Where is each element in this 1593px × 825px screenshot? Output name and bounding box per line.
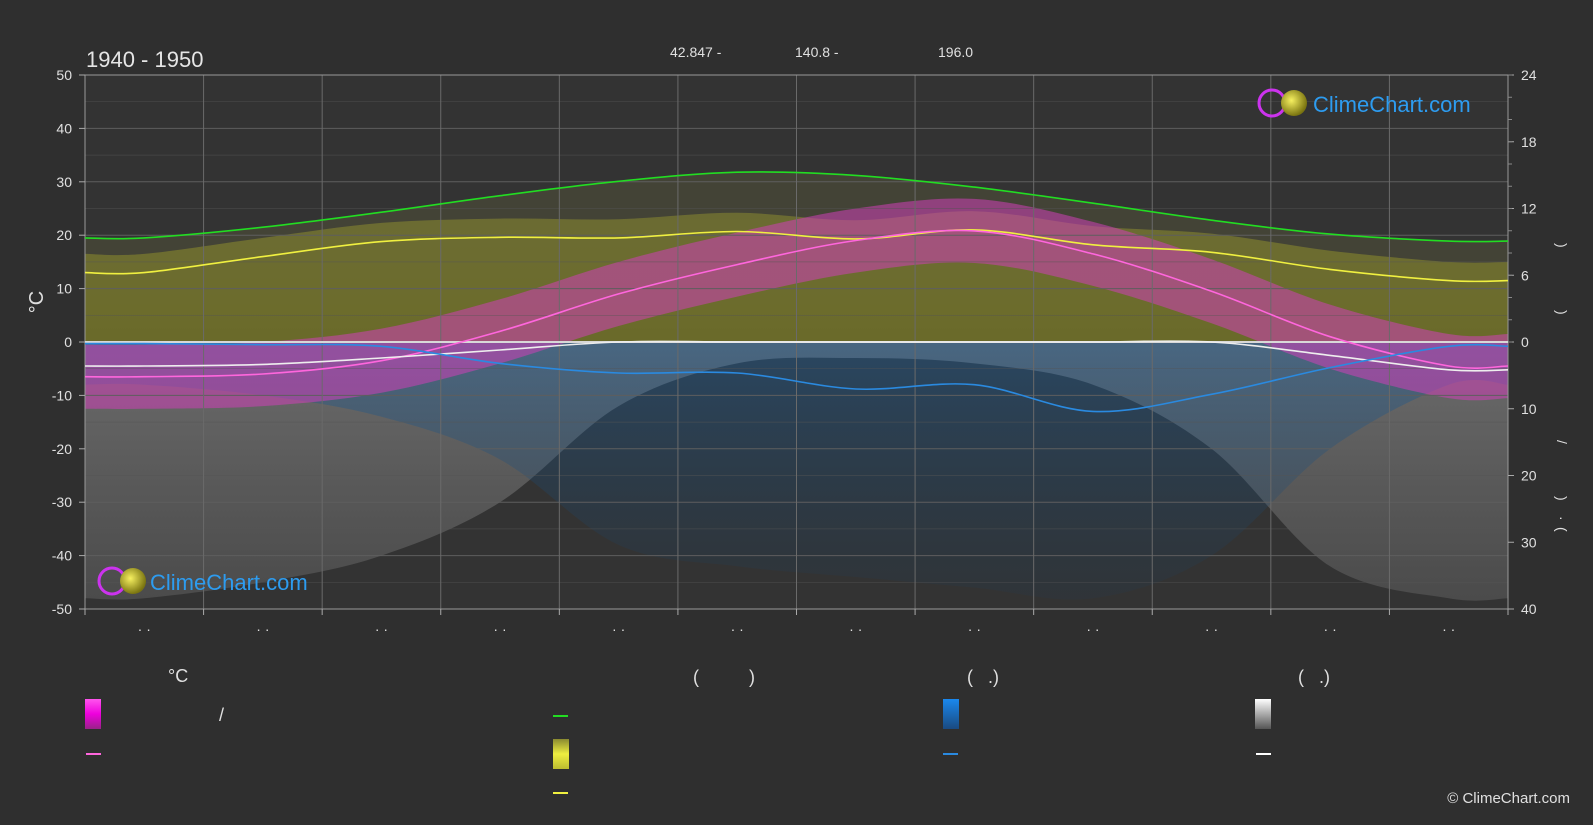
ylabel-right-slash: / [1554,440,1570,444]
legend-rain-swatch [943,699,959,729]
ytick-left-label: -40 [52,548,72,564]
xtick-label: · · [138,621,151,637]
xtick-label: · · [493,621,506,637]
xtick-label: · · [612,621,625,637]
ytick-left-label: 10 [56,281,72,297]
header-value-2: 140.8 - [795,44,839,60]
logo-bottom: ClimeChart.com [97,566,308,596]
ylabel-right-mid: ) [1554,310,1570,315]
ytick-right-label: 24 [1521,67,1537,83]
legend-col1-header: °C [168,666,188,686]
ytick-right-label: 12 [1521,201,1537,217]
xtick-label: · · [1442,621,1455,637]
xtick-label: · · [849,621,862,637]
series-lines [85,171,1508,413]
ytick-left-label: 50 [56,67,72,83]
ylabel-left: °C [26,291,48,313]
ytick-left-label: 20 [56,227,72,243]
ytick-right-label: 30 [1521,534,1537,550]
series-line-rain [85,342,1508,413]
legend-col2-header: ( ) [693,667,755,687]
legend: °C ( ) ( .) ( .) / [85,666,1330,794]
axis-ticks: 50 40 30 20 10 0 -10 -20 -30 -40 -50 24 18 12 6 0 10 20 30… [52,67,1537,637]
xtick-label: · · [375,621,388,637]
ylabel-right-paren: ( [1554,527,1570,532]
ytick-left-label: 0 [64,334,72,350]
header-value-3: 196.0 [938,44,973,60]
logo-text-bottom: ClimeChart.com [150,570,308,595]
legend-sunshine-swatch [553,739,569,769]
series-line-snow [85,340,1508,372]
logo-top: ClimeChart.com [1257,88,1471,118]
ytick-left-label: -30 [52,494,72,510]
legend-col3-header: ( .) [967,667,999,687]
ylabel-right-top: ) [1554,243,1570,248]
logo-text-top: ClimeChart.com [1313,92,1471,117]
ytick-left-label: -10 [52,387,72,403]
series-line-temp_mean [85,229,1508,378]
legend-temp-range-swatch [85,699,101,729]
ytick-left-label: -20 [52,441,72,457]
series-line-daylight [85,171,1508,243]
header-value-1: 42.847 - [670,44,722,60]
ylabel-right-low: ) [1554,496,1570,501]
legend-snow-swatch [1255,699,1271,729]
series-line-sunshine [85,229,1508,283]
ytick-right-label: 6 [1521,267,1529,283]
ytick-left-label: 30 [56,174,72,190]
xtick-label: · · [1205,621,1218,637]
xtick-label: · · [968,621,981,637]
xtick-label: · · [731,621,744,637]
ytick-left-label: 40 [56,120,72,136]
copyright: © ClimeChart.com [1447,790,1570,807]
legend-col4-header: ( .) [1298,667,1330,687]
ylabel-right-dot: · [1554,516,1570,521]
ytick-left-label: -50 [52,601,72,617]
ytick-right-label: 0 [1521,334,1529,350]
ytick-right-label: 40 [1521,601,1537,617]
xtick-label: · · [256,621,269,637]
ytick-right-label: 20 [1521,468,1537,484]
logo-sun-icon [120,568,146,594]
chart-title: 1940 - 1950 [86,47,203,72]
ytick-right-label: 18 [1521,134,1537,150]
xtick-label: · · [1324,621,1337,637]
ytick-right-label: 10 [1521,401,1537,417]
xtick-label: · · [1086,621,1099,637]
logo-sun-icon [1281,90,1307,116]
legend-col1-slash: / [219,705,224,725]
